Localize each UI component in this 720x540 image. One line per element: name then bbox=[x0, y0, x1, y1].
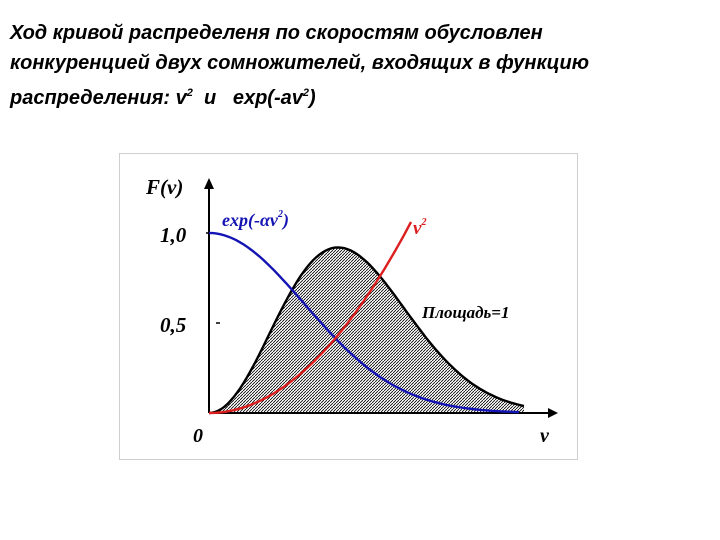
tick-label-1-0: 1,0 bbox=[160, 223, 187, 247]
slide-heading: Ход кривой распределеня по скоростям обу… bbox=[10, 18, 715, 113]
product-curve bbox=[208, 246, 525, 415]
v2-curve-label: v2 bbox=[413, 217, 426, 239]
heading-line-1: Ход кривой распределеня по скоростям обу… bbox=[10, 22, 543, 44]
y-axis-label: F(v) bbox=[145, 175, 183, 199]
x-axis-arrow bbox=[548, 408, 558, 418]
heading-line-3: распределения: v2 и exp(-av2) bbox=[10, 87, 316, 109]
distribution-plot: F(v) v 0 1,0 0,5 exp(-αv2) v2 Площадь=1 bbox=[145, 175, 558, 447]
heading-line-2: конкуренцией двух сомножителей, входящих… bbox=[10, 52, 590, 74]
origin-label: 0 bbox=[193, 425, 203, 447]
exp-curve-label: exp(-αv2) bbox=[222, 209, 289, 231]
x-axis-label: v bbox=[540, 425, 550, 447]
area-label: Площадь=1 bbox=[421, 303, 510, 322]
v2-curve bbox=[208, 221, 413, 415]
y-axis-arrow bbox=[204, 178, 214, 189]
area-under-curve bbox=[209, 247, 524, 413]
distribution-figure: F(v) v 0 1,0 0,5 exp(-αv2) v2 Площадь=1 bbox=[119, 153, 578, 460]
tick-label-0-5: 0,5 bbox=[160, 313, 186, 337]
exp-curve bbox=[208, 231, 520, 414]
